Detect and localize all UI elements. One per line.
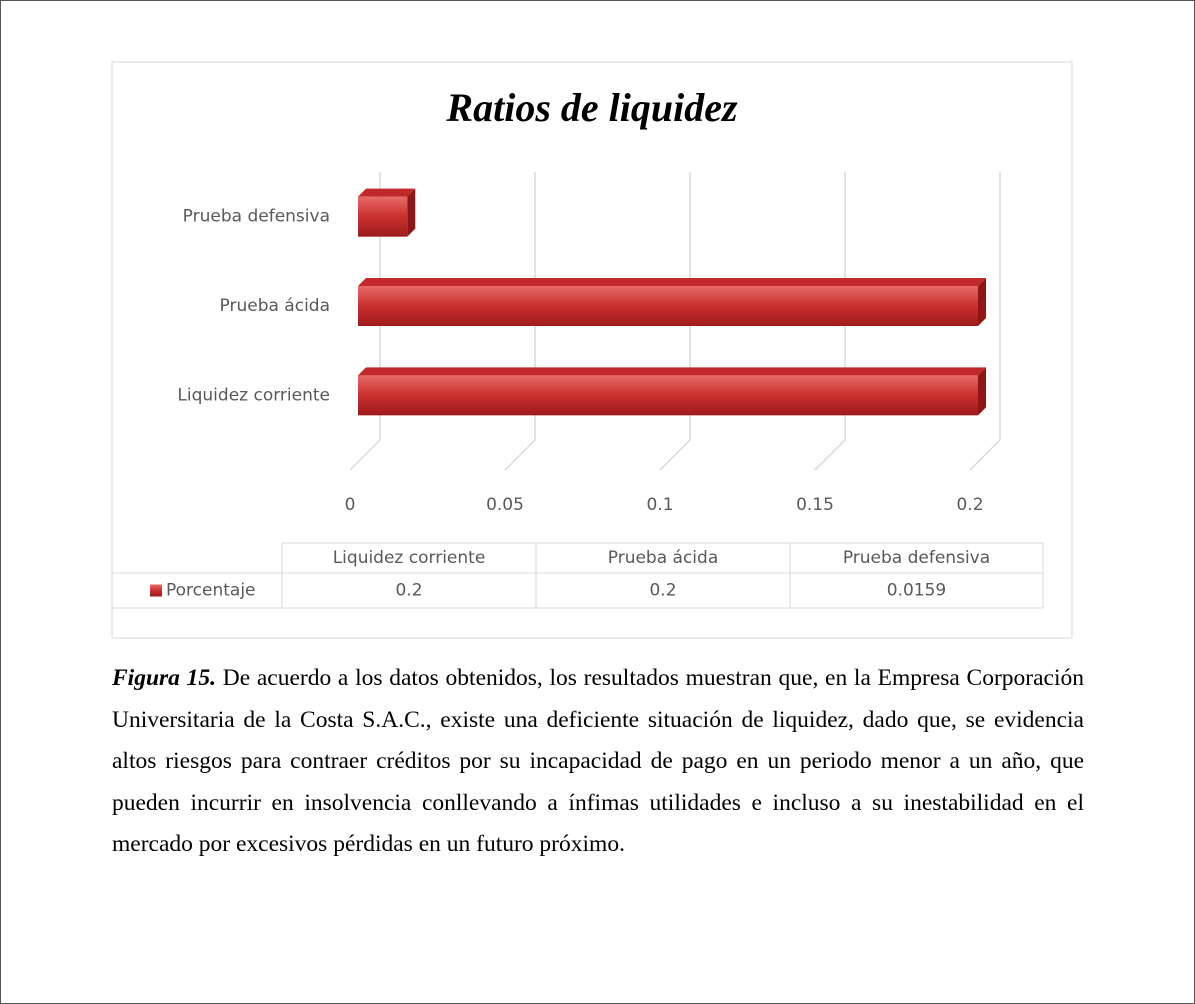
grid-line xyxy=(349,172,381,471)
x-tick-label: 0.05 xyxy=(486,495,524,515)
bar-side xyxy=(978,367,986,416)
bar-top xyxy=(358,367,986,376)
table-header: Prueba ácida xyxy=(608,548,718,568)
y-tick-label: Prueba ácida xyxy=(220,296,330,316)
table-value: 0.2 xyxy=(395,581,422,601)
chart-title: Ratios de liquidez xyxy=(445,85,738,130)
caption: Figura 15. De acuerdo a los datos obteni… xyxy=(112,658,1084,866)
chart-area xyxy=(111,61,1073,639)
y-tick-label: Prueba defensiva xyxy=(183,207,330,227)
bar xyxy=(358,196,408,237)
grid-line xyxy=(969,172,1001,471)
legend-key xyxy=(150,584,162,597)
legend-label: Porcentaje xyxy=(166,581,256,601)
bar-top xyxy=(358,278,986,286)
caption-text: De acuerdo a los datos obtenidos, los re… xyxy=(112,665,1084,857)
x-tick-label: 0 xyxy=(345,495,356,515)
bar-side xyxy=(978,278,986,326)
grid-line xyxy=(814,172,846,471)
x-tick-label: 0.2 xyxy=(956,495,983,515)
bar xyxy=(358,286,978,326)
x-tick-label: 0.1 xyxy=(646,495,673,515)
x-tick-label: 0.15 xyxy=(796,495,834,515)
bar-top xyxy=(358,188,416,197)
table-value: 0.0159 xyxy=(887,581,946,601)
table-header: Prueba defensiva xyxy=(843,548,990,568)
bar xyxy=(358,375,978,416)
grid-line xyxy=(504,172,536,471)
caption-label: Figura 15. xyxy=(112,665,217,691)
grid-line xyxy=(659,172,691,471)
y-tick-label: Liquidez corriente xyxy=(177,385,330,405)
table-value: 0.2 xyxy=(649,581,676,601)
table-header: Liquidez corriente xyxy=(333,548,486,568)
bar-side xyxy=(407,188,416,237)
